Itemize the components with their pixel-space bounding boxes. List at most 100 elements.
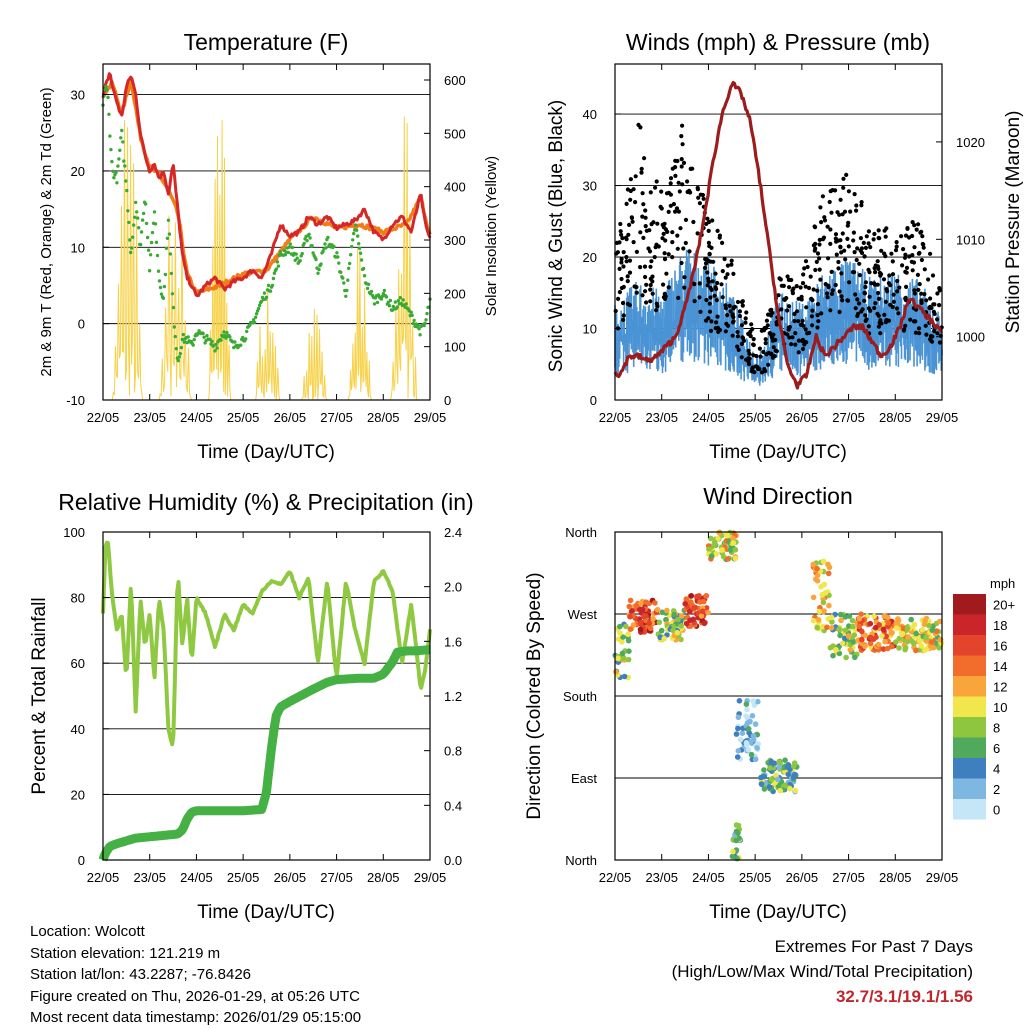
gust-point <box>848 209 853 214</box>
dewpoint-point <box>339 270 343 274</box>
dewpoint-point <box>302 241 306 246</box>
gust-point <box>768 351 774 357</box>
direction-point <box>830 652 836 659</box>
x-tick-label: 26/05 <box>274 870 307 885</box>
gust-point <box>618 229 623 234</box>
dewpoint-point <box>350 244 354 249</box>
gust-point <box>806 285 812 291</box>
x-tick-label: 24/05 <box>180 870 213 885</box>
dewpoint-point <box>192 338 196 342</box>
dewpoint-point <box>176 358 180 363</box>
gust-point <box>790 335 795 340</box>
gust-point <box>640 214 645 219</box>
gust-point <box>804 305 809 310</box>
direction-point <box>687 599 694 605</box>
y-tick-label: 40 <box>583 107 597 122</box>
gust-point <box>709 319 714 324</box>
gust-point <box>749 369 755 374</box>
gust-point <box>624 259 629 264</box>
direction-point <box>744 706 750 713</box>
temperature-ylabel: 2m & 9m T (Red, Orange) & 2m Td (Green) <box>38 87 55 376</box>
gust-point <box>707 301 712 306</box>
direction-panel: Wind Direction 22/05 23/05 24/05 25/05 26/05… <box>524 483 1015 923</box>
gust-point <box>803 284 808 289</box>
gust-point <box>725 313 730 318</box>
direction-point <box>768 758 774 765</box>
gust-point <box>719 282 724 287</box>
direction-point <box>736 698 743 704</box>
direction-point <box>913 630 919 637</box>
gust-point <box>871 237 876 242</box>
y-tick-label-right: 2.0 <box>444 580 462 595</box>
gust-point <box>805 264 810 270</box>
gust-point <box>859 250 865 255</box>
dewpoint-point <box>384 295 389 299</box>
dewpoint-point <box>156 269 161 273</box>
direction-point <box>727 547 734 553</box>
direction-point <box>625 631 631 638</box>
direction-point <box>752 756 759 763</box>
direction-point <box>839 640 846 647</box>
gust-point <box>683 217 689 222</box>
direction-point <box>911 621 918 628</box>
gust-point <box>876 313 881 318</box>
dewpoint-point <box>380 294 385 298</box>
direction-point <box>896 635 903 642</box>
dewpoint-point <box>256 306 261 311</box>
gust-point <box>632 284 637 289</box>
gust-point <box>813 267 818 273</box>
direction-point <box>905 634 911 640</box>
gust-point <box>648 190 653 195</box>
dewpoint-point <box>264 295 269 299</box>
y-tick-label: 20 <box>583 250 597 265</box>
gust-point <box>631 240 636 245</box>
direction-point <box>615 636 622 642</box>
direction-point <box>758 781 765 787</box>
colorbar-label: 16 <box>993 638 1007 653</box>
dewpoint-point <box>348 261 352 266</box>
gust-point <box>711 259 716 264</box>
gust-point <box>829 269 834 274</box>
dewpoint-point <box>332 244 336 249</box>
gust-point <box>648 299 653 304</box>
direction-point <box>703 593 709 599</box>
direction-point <box>856 615 863 622</box>
humidity-frame <box>102 531 431 861</box>
direction-point <box>842 627 849 633</box>
dewpoint-point <box>133 215 137 219</box>
gust-point <box>668 176 674 181</box>
dewpoint-point <box>375 300 380 305</box>
direction-point <box>822 590 829 596</box>
gust-point <box>825 291 830 296</box>
gust-point <box>855 246 860 251</box>
gust-point <box>822 215 827 220</box>
direction-point <box>768 776 775 783</box>
gust-point <box>798 322 804 327</box>
gust-point <box>819 220 824 225</box>
gust-point <box>863 313 868 318</box>
gust-point <box>811 243 817 248</box>
direction-point <box>792 787 799 794</box>
direction-point <box>739 730 746 736</box>
x-tick-label: 29/05 <box>926 870 959 885</box>
dewpoint-point <box>418 333 422 337</box>
dewpoint-point <box>158 285 163 290</box>
dewpoint-point <box>326 235 330 240</box>
gust-point <box>703 257 708 262</box>
direction-point <box>678 623 684 629</box>
y-tick-label: 40 <box>71 722 85 737</box>
gust-point <box>661 282 666 287</box>
solar-insolation-line <box>158 215 193 401</box>
gust-point <box>819 311 824 316</box>
direction-point <box>670 627 676 634</box>
extremes-box: Extremes For Past 7 Days (High/Low/Max W… <box>672 934 973 1009</box>
dewpoint-point <box>424 318 428 322</box>
gust-point <box>670 166 675 171</box>
gust-point <box>845 298 850 303</box>
gust-point <box>805 331 810 336</box>
dewpoint-point <box>346 278 350 282</box>
direction-point <box>750 733 757 739</box>
gust-point <box>643 224 648 229</box>
y-tick-label: 0 <box>590 393 597 408</box>
wind-ylabel: Sonic Wind & Gust (Blue, Black) <box>546 100 567 372</box>
